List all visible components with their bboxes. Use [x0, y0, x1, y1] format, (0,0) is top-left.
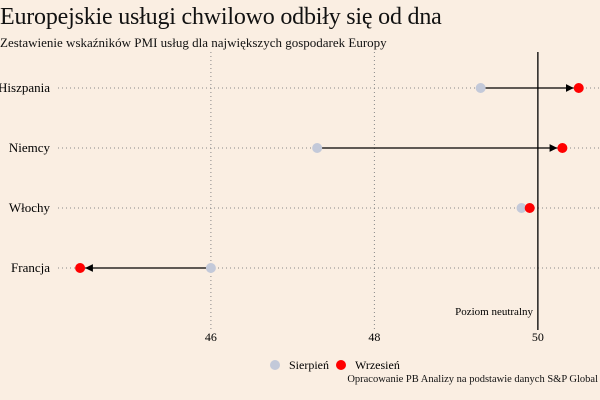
source-note: Opracowanie PB Analizy na podstawie dany… [347, 374, 598, 385]
legend: Sierpień Wrzesień [270, 358, 400, 372]
legend-label-wrzesien: Wrzesień [355, 358, 400, 372]
point-wrzesien [557, 143, 568, 153]
x-tick-label: 48 [368, 330, 380, 344]
category-label: Hiszpania [0, 80, 50, 95]
category-label: Francja [11, 260, 50, 275]
chart-title: Europejskie usługi chwilowo odbiły się o… [0, 4, 442, 30]
point-sierpien [205, 263, 216, 273]
point-sierpien [312, 143, 323, 153]
point-wrzesien [75, 263, 86, 273]
legend-label-sierpien: Sierpień [289, 358, 329, 372]
point-sierpien [475, 83, 486, 93]
point-sierpien [516, 203, 527, 213]
point-wrzesien [573, 83, 584, 93]
x-tick-label: 50 [532, 330, 544, 344]
legend-marker-wrzesien [336, 360, 346, 370]
chart-subtitle: Zestawienie wskaźników PMI usług dla naj… [0, 35, 387, 50]
point-wrzesien [524, 203, 535, 213]
x-tick-label: 46 [205, 330, 217, 344]
category-label: Niemcy [9, 140, 51, 155]
reference-line-label: Poziom neutralny [455, 306, 533, 318]
category-label: Włochy [9, 200, 51, 215]
legend-marker-sierpien [270, 360, 280, 370]
